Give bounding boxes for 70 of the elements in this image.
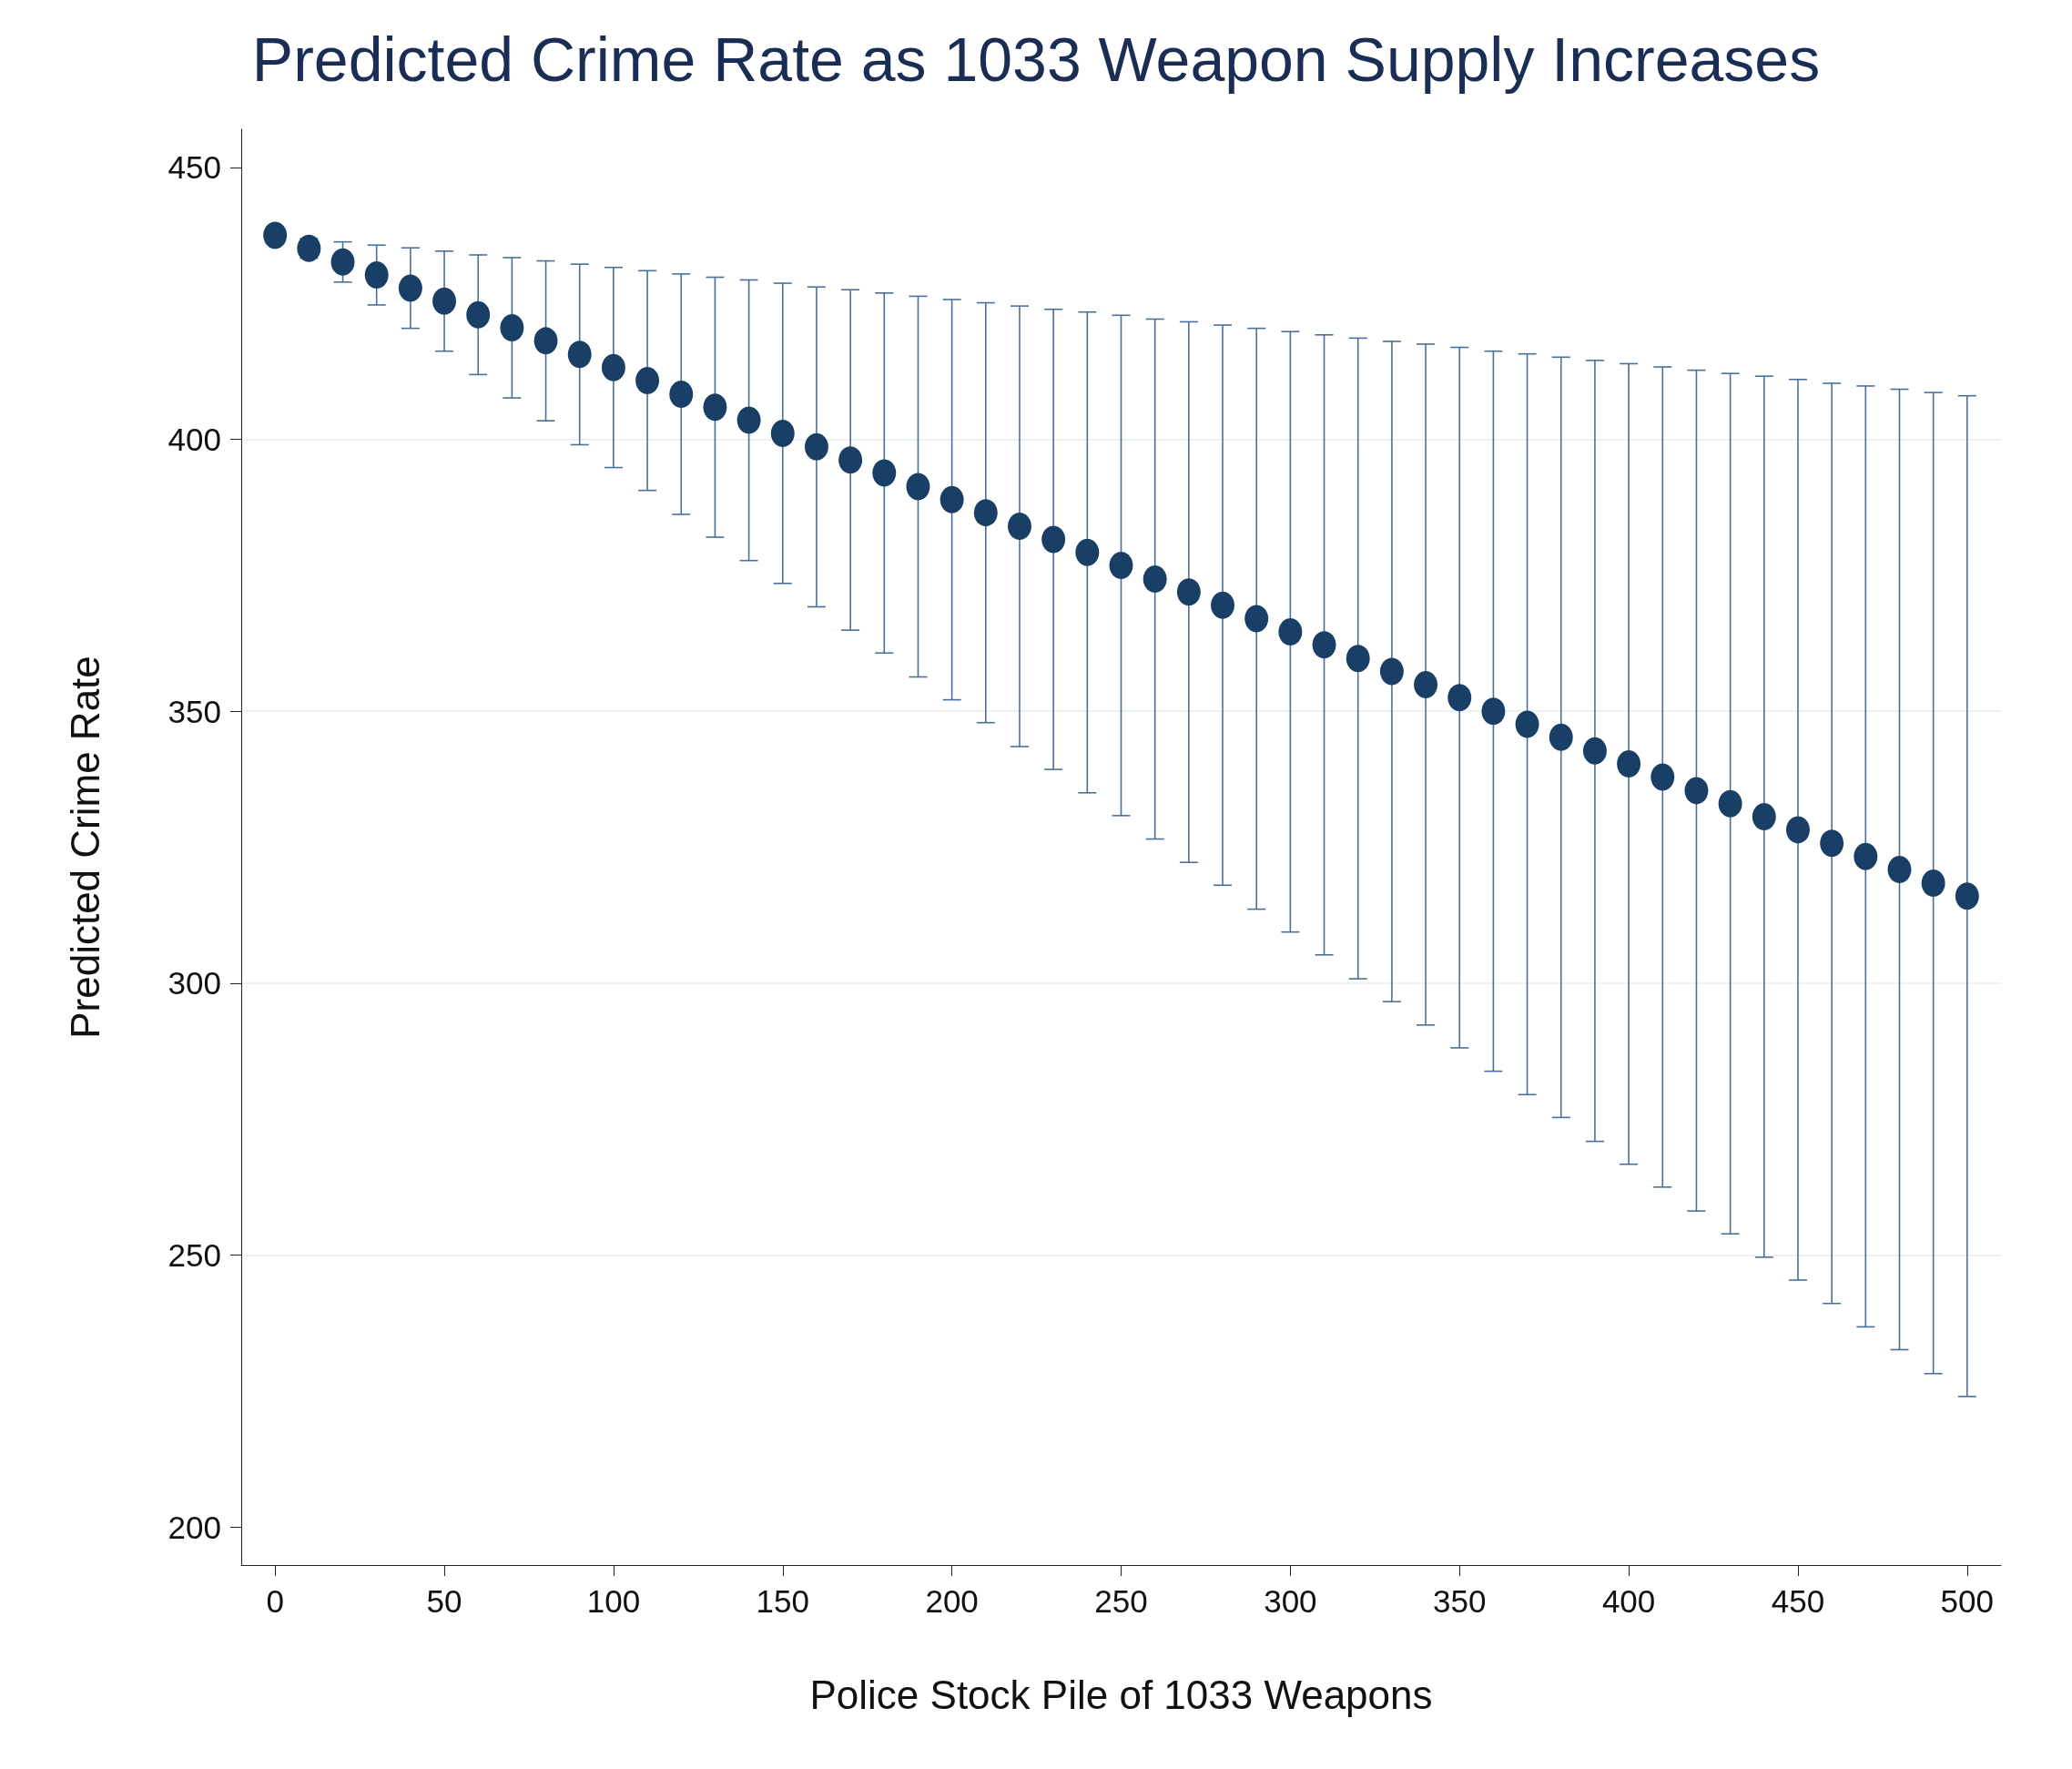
- y-tick-label: 300: [168, 965, 221, 1001]
- x-tick-label: 500: [1940, 1583, 1995, 1619]
- point: [1481, 697, 1506, 726]
- x-tick-label: 400: [1601, 1583, 1656, 1619]
- chart-title: Predicted Crime Rate as 1033 Weapon Supply Increases: [251, 25, 1821, 94]
- point: [736, 406, 761, 434]
- point: [466, 300, 491, 329]
- point: [1008, 513, 1031, 541]
- point: [1447, 684, 1472, 712]
- point: [364, 261, 389, 290]
- point: [1887, 856, 1912, 883]
- point: [906, 473, 930, 501]
- x-tick-label: 50: [426, 1583, 462, 1619]
- y-axis-title: Predicted Crime Rate: [62, 656, 107, 1039]
- point: [804, 432, 828, 461]
- y-tick-label: 250: [168, 1237, 221, 1274]
- point: [1854, 842, 1878, 870]
- y-tick-label: 350: [168, 693, 221, 729]
- point: [1549, 723, 1573, 751]
- point: [398, 274, 422, 302]
- x-tick-label: 200: [925, 1583, 979, 1619]
- point: [1414, 670, 1438, 698]
- point: [533, 327, 558, 355]
- x-tick-label: 250: [1094, 1583, 1148, 1619]
- point: [1955, 882, 1979, 910]
- point: [703, 393, 727, 422]
- x-tick-label: 150: [756, 1583, 809, 1619]
- point: [770, 419, 795, 447]
- point: [1041, 525, 1066, 554]
- point: [1684, 777, 1709, 805]
- point: [635, 366, 660, 394]
- y-tick-label: 400: [168, 421, 221, 457]
- point: [1211, 591, 1235, 619]
- x-tick-label: 450: [1771, 1583, 1825, 1619]
- x-tick-label: 350: [1433, 1583, 1487, 1619]
- point: [1650, 763, 1675, 791]
- point: [1075, 538, 1100, 566]
- point: [330, 248, 355, 276]
- point: [601, 353, 625, 381]
- point: [1515, 710, 1539, 738]
- point: [1718, 789, 1742, 818]
- point: [1617, 750, 1641, 778]
- point: [1346, 645, 1370, 673]
- point: [500, 314, 524, 342]
- point: [838, 446, 863, 474]
- x-tick-label: 0: [266, 1583, 284, 1619]
- point: [1312, 631, 1336, 659]
- point: [1109, 552, 1133, 580]
- point: [1278, 617, 1303, 646]
- x-tick-label: 100: [586, 1583, 641, 1619]
- point: [1582, 737, 1607, 765]
- point: [1176, 578, 1201, 606]
- point: [263, 221, 288, 249]
- y-tick-label: 450: [168, 149, 221, 186]
- x-axis-title: Police Stock Pile of 1033 Weapons: [809, 1672, 1433, 1717]
- point: [973, 499, 998, 527]
- point: [1143, 565, 1167, 593]
- point: [1785, 816, 1810, 844]
- point: [940, 485, 964, 513]
- point: [1820, 829, 1844, 858]
- point: [567, 341, 592, 369]
- point: [1244, 605, 1269, 633]
- point: [872, 459, 897, 487]
- point: [432, 287, 457, 315]
- point: [1752, 803, 1776, 831]
- y-tick-label: 200: [168, 1509, 221, 1545]
- point: [1921, 869, 1945, 897]
- point: [1379, 657, 1404, 686]
- x-tick-label: 300: [1264, 1583, 1317, 1619]
- point: [669, 380, 694, 408]
